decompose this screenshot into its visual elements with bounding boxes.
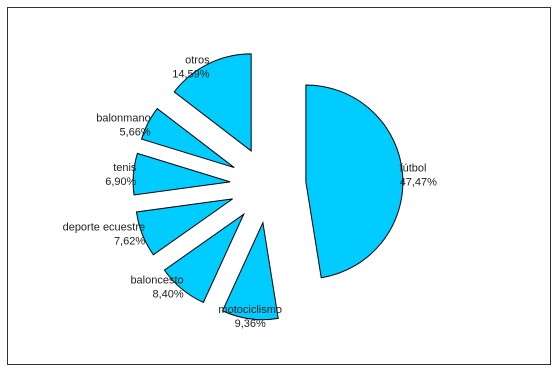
slice-label: otros — [185, 55, 210, 67]
pie-slice — [173, 53, 252, 152]
slice-label: motociclismo — [218, 304, 282, 316]
pie-slice — [163, 212, 245, 304]
pie-slice — [305, 84, 404, 279]
slice-label: deporte ecuestre — [63, 221, 146, 233]
slice-value-label: 9,36% — [235, 318, 266, 330]
pie-slice — [140, 107, 235, 169]
slice-value-label: 14,59% — [172, 69, 210, 81]
slice-value-label: 6,90% — [105, 176, 136, 188]
slice-value-label: 8,40% — [152, 289, 183, 301]
slice-label: balonmano — [96, 112, 150, 124]
chart-frame: fútbol 47,47% motociclismo 9,36% baloncesto 8… — [7, 7, 551, 365]
pie-chart: fútbol 47,47% motociclismo 9,36% baloncesto 8… — [63, 53, 438, 330]
slice-value-label: 5,66% — [119, 126, 150, 138]
pie-slice — [221, 220, 279, 321]
slice-value-label: 7,62% — [114, 235, 145, 247]
pie-slice — [132, 152, 231, 196]
slice-label: fútbol — [400, 163, 427, 175]
pie-slice — [135, 198, 233, 256]
slice-value-label: 47,47% — [400, 177, 438, 189]
slice-label: tenis — [113, 162, 137, 174]
slice-label: baloncesto — [130, 275, 183, 287]
